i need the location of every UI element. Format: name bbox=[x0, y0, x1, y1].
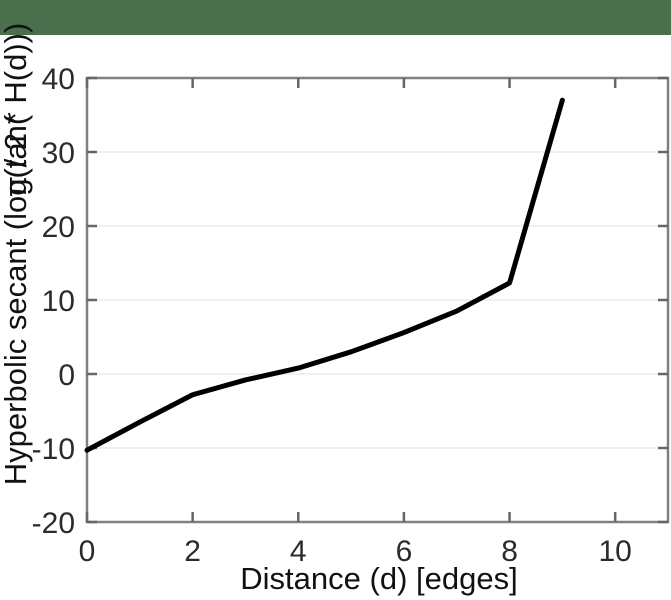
x-tick-label: 8 bbox=[501, 535, 518, 568]
y-tick-label: -20 bbox=[32, 507, 75, 540]
x-tick-label: 4 bbox=[290, 535, 307, 568]
tick-marks bbox=[85, 76, 668, 524]
x-tick-label: 6 bbox=[396, 535, 413, 568]
x-axis-title: Distance (d) [edges] bbox=[240, 561, 517, 596]
x-tick-label: 0 bbox=[79, 535, 96, 568]
y-tick-label: -10 bbox=[32, 433, 75, 466]
x-tick-label: 2 bbox=[184, 535, 201, 568]
x-tick-label: 10 bbox=[598, 535, 631, 568]
y-tick-label: 30 bbox=[42, 137, 75, 170]
y-tick-labels: -20 -10 0 10 20 30 40 bbox=[32, 63, 75, 540]
grid-lines bbox=[87, 151, 668, 449]
y-axis-title-tail: π / 2 * H(d))) bbox=[0, 23, 33, 198]
x-tick-labels: 0 2 4 6 8 10 bbox=[79, 535, 632, 568]
y-tick-label: 0 bbox=[58, 359, 75, 392]
y-axis-title: Hyperbolic secant (log(tan( bbox=[0, 114, 33, 485]
top-color-band bbox=[0, 0, 671, 35]
series-line bbox=[84, 97, 565, 453]
y-tick-label: 20 bbox=[42, 211, 75, 244]
y-tick-label: 40 bbox=[42, 63, 75, 96]
y-tick-label: 10 bbox=[42, 285, 75, 318]
data-series-line bbox=[84, 97, 565, 453]
